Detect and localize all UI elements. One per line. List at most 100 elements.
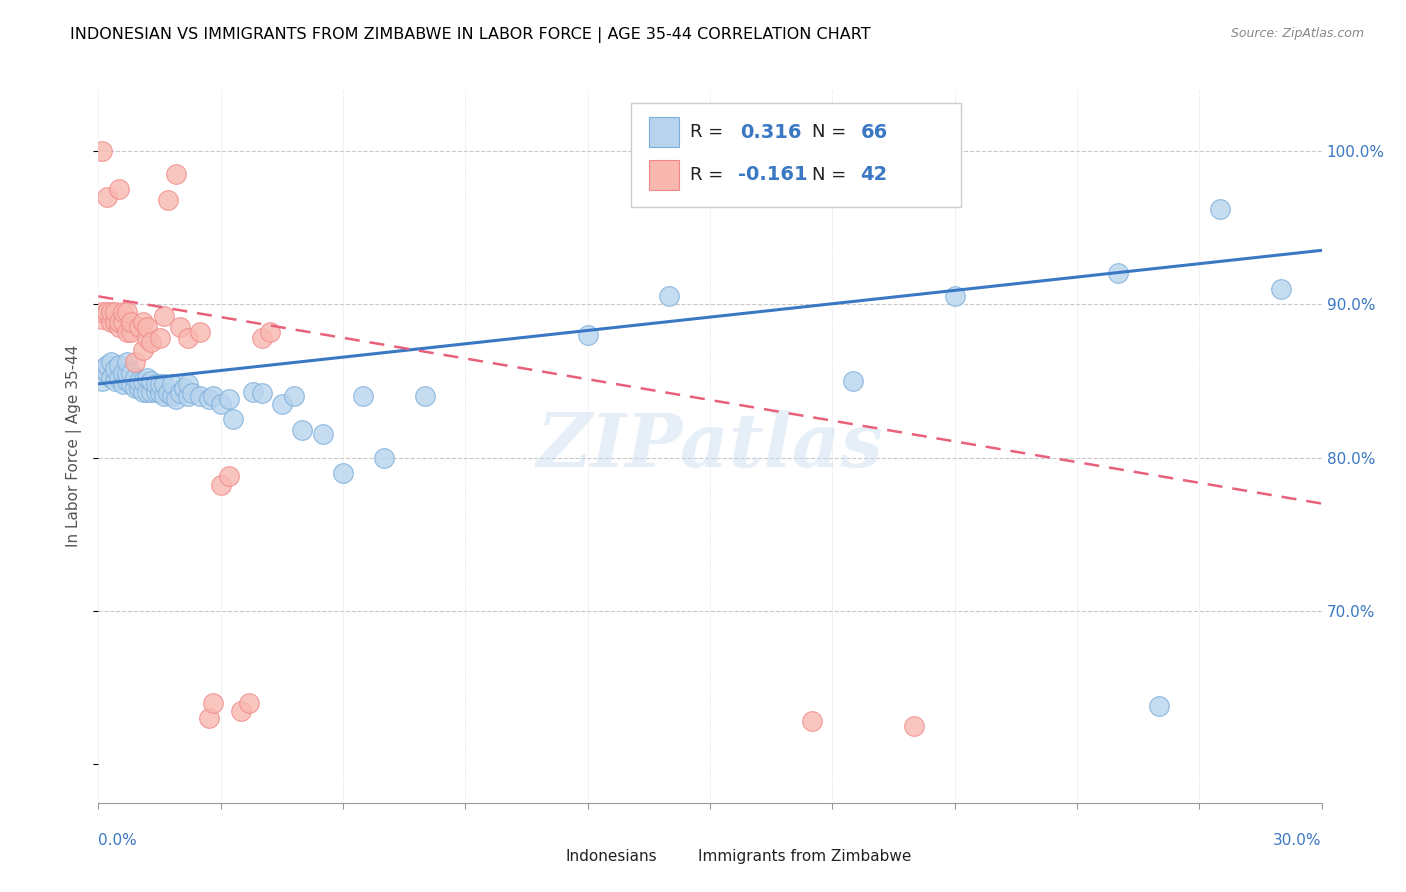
- Point: [152, 310, 174, 324]
- Point: [141, 384, 163, 399]
- Point: [115, 325, 138, 339]
- Text: ZIPatlas: ZIPatlas: [537, 409, 883, 483]
- Point: [108, 316, 131, 330]
- Point: [104, 304, 127, 318]
- Point: [943, 289, 966, 303]
- Point: [658, 289, 681, 303]
- Point: [91, 374, 114, 388]
- Point: [197, 392, 219, 407]
- Point: [141, 374, 163, 388]
- Point: [132, 343, 155, 357]
- Point: [177, 389, 200, 403]
- Text: 66: 66: [860, 122, 887, 142]
- Text: -0.161: -0.161: [738, 165, 808, 185]
- Point: [111, 304, 134, 318]
- Text: Indonesians: Indonesians: [565, 849, 658, 863]
- Point: [1147, 699, 1170, 714]
- Point: [104, 316, 127, 330]
- Point: [108, 182, 131, 196]
- Point: [259, 325, 281, 339]
- Point: [152, 376, 174, 391]
- Point: [1107, 266, 1129, 280]
- Text: 30.0%: 30.0%: [1274, 833, 1322, 848]
- Point: [312, 427, 335, 442]
- Point: [115, 355, 138, 369]
- Point: [332, 466, 354, 480]
- Point: [120, 316, 142, 330]
- Point: [145, 376, 167, 391]
- Point: [250, 331, 273, 345]
- Point: [100, 304, 122, 318]
- Point: [291, 423, 314, 437]
- Point: [128, 381, 150, 395]
- Y-axis label: In Labor Force | Age 35-44: In Labor Force | Age 35-44: [66, 345, 83, 547]
- Point: [177, 376, 200, 391]
- Point: [115, 374, 138, 388]
- Text: INDONESIAN VS IMMIGRANTS FROM ZIMBABWE IN LABOR FORCE | AGE 35-44 CORRELATION CH: INDONESIAN VS IMMIGRANTS FROM ZIMBABWE I…: [70, 27, 870, 43]
- Point: [160, 376, 183, 391]
- Point: [128, 374, 150, 388]
- Point: [149, 331, 172, 345]
- Point: [120, 366, 142, 380]
- Point: [100, 355, 122, 369]
- Point: [132, 384, 155, 399]
- Point: [115, 366, 138, 380]
- Point: [169, 386, 191, 401]
- Point: [201, 389, 224, 403]
- Point: [801, 714, 824, 729]
- Point: [841, 374, 863, 388]
- Point: [145, 384, 167, 399]
- Point: [96, 189, 118, 203]
- Point: [156, 193, 179, 207]
- Point: [96, 304, 118, 318]
- Point: [115, 304, 138, 318]
- Point: [1209, 202, 1232, 216]
- Point: [283, 389, 305, 403]
- Point: [91, 144, 114, 158]
- Point: [91, 361, 114, 376]
- Point: [231, 704, 253, 718]
- Point: [242, 384, 264, 399]
- Point: [132, 374, 155, 388]
- Point: [352, 389, 374, 403]
- Point: [218, 469, 240, 483]
- Text: R =: R =: [690, 166, 730, 184]
- Point: [181, 386, 204, 401]
- Point: [238, 696, 260, 710]
- Point: [270, 397, 294, 411]
- Text: Source: ZipAtlas.com: Source: ZipAtlas.com: [1230, 27, 1364, 40]
- Point: [136, 331, 159, 345]
- Point: [132, 316, 155, 330]
- Point: [177, 331, 200, 345]
- Point: [100, 316, 122, 330]
- Point: [111, 376, 134, 391]
- Point: [96, 359, 118, 373]
- Point: [576, 327, 599, 342]
- Point: [136, 320, 159, 334]
- Point: [169, 320, 191, 334]
- Point: [413, 389, 436, 403]
- Text: N =: N =: [811, 166, 852, 184]
- Text: R =: R =: [690, 123, 730, 141]
- Text: N =: N =: [811, 123, 852, 141]
- Text: 42: 42: [860, 165, 887, 185]
- Point: [111, 366, 134, 380]
- Point: [108, 320, 131, 334]
- Point: [111, 316, 134, 330]
- Point: [124, 370, 146, 384]
- Point: [201, 696, 224, 710]
- Text: 0.0%: 0.0%: [98, 833, 138, 848]
- Point: [91, 304, 114, 318]
- Bar: [533, 843, 560, 870]
- Bar: [650, 117, 679, 147]
- Text: Immigrants from Zimbabwe: Immigrants from Zimbabwe: [697, 849, 911, 863]
- Point: [108, 370, 131, 384]
- Bar: [650, 160, 679, 190]
- Point: [160, 389, 183, 403]
- Point: [120, 376, 142, 391]
- Point: [165, 392, 187, 407]
- Text: 0.316: 0.316: [741, 122, 801, 142]
- Point: [91, 312, 114, 326]
- Point: [104, 361, 127, 376]
- Point: [209, 478, 232, 492]
